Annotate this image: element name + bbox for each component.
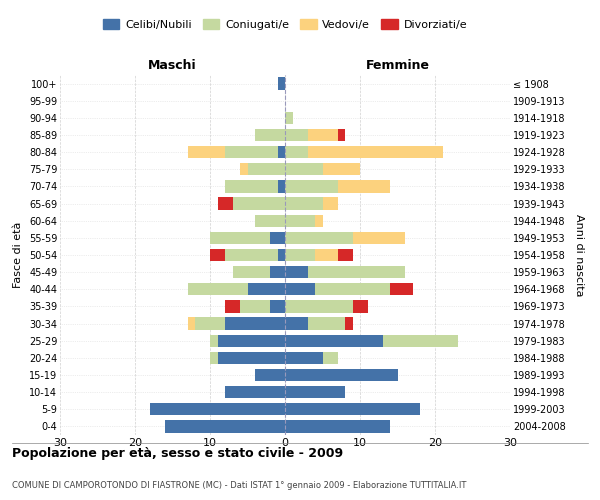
Bar (225, 300, 240, 312)
Y-axis label: Fasce di età: Fasce di età (13, 222, 23, 288)
Bar (353, 232, 405, 244)
Bar (285, 146, 308, 158)
Bar (285, 129, 308, 141)
Bar (187, 318, 195, 330)
Bar (270, 266, 285, 278)
Text: COMUNE DI CAMPOROTONDO DI FIASTRONE (MC) - Dati ISTAT 1° gennaio 2009 - Elaboraz: COMUNE DI CAMPOROTONDO DI FIASTRONE (MC)… (12, 480, 466, 490)
Bar (187, 146, 225, 158)
Bar (270, 300, 285, 312)
Bar (285, 163, 323, 175)
Bar (255, 369, 285, 381)
Bar (233, 198, 285, 209)
Bar (248, 163, 285, 175)
Bar (225, 180, 277, 192)
Bar (285, 403, 420, 415)
Y-axis label: Anni di nascita: Anni di nascita (574, 214, 584, 296)
Bar (323, 163, 360, 175)
Bar (353, 300, 367, 312)
Bar (285, 249, 315, 261)
Bar (277, 78, 285, 90)
Bar (195, 318, 225, 330)
Bar (285, 334, 383, 347)
Bar (285, 283, 315, 296)
Bar (210, 334, 218, 347)
Bar (255, 129, 285, 141)
Bar (308, 318, 345, 330)
Bar (210, 352, 218, 364)
Bar (277, 180, 285, 192)
Bar (210, 249, 225, 261)
Bar (285, 300, 353, 312)
Bar (285, 232, 353, 244)
Bar (218, 334, 285, 347)
Bar (277, 146, 285, 158)
Bar (337, 129, 345, 141)
Bar (315, 214, 323, 227)
Bar (248, 283, 285, 296)
Bar (225, 146, 277, 158)
Bar (150, 403, 285, 415)
Text: Femmine: Femmine (365, 58, 430, 71)
Bar (308, 266, 405, 278)
Bar (315, 283, 390, 296)
Bar (285, 369, 398, 381)
Bar (315, 249, 337, 261)
Bar (210, 232, 270, 244)
Bar (285, 214, 315, 227)
Bar (165, 420, 285, 432)
Bar (240, 300, 270, 312)
Bar (390, 283, 413, 296)
Bar (323, 198, 337, 209)
Bar (285, 266, 308, 278)
Legend: Celibi/Nubili, Coniugati/e, Vedovi/e, Divorziati/e: Celibi/Nubili, Coniugati/e, Vedovi/e, Di… (100, 16, 470, 33)
Bar (218, 352, 285, 364)
Bar (233, 266, 270, 278)
Bar (285, 420, 390, 432)
Bar (270, 232, 285, 244)
Bar (308, 129, 337, 141)
Bar (383, 334, 458, 347)
Text: Maschi: Maschi (148, 58, 197, 71)
Bar (240, 163, 248, 175)
Bar (285, 180, 337, 192)
Bar (285, 318, 308, 330)
Bar (255, 214, 285, 227)
Bar (218, 198, 233, 209)
Text: Popolazione per età, sesso e stato civile - 2009: Popolazione per età, sesso e stato civil… (12, 448, 343, 460)
Bar (337, 249, 353, 261)
Bar (225, 318, 285, 330)
Bar (285, 352, 323, 364)
Bar (285, 112, 293, 124)
Bar (323, 352, 337, 364)
Bar (225, 386, 285, 398)
Bar (337, 180, 390, 192)
Bar (345, 318, 353, 330)
Bar (225, 249, 277, 261)
Bar (187, 283, 248, 296)
Bar (277, 249, 285, 261)
Bar (285, 386, 345, 398)
Bar (308, 146, 443, 158)
Bar (285, 198, 323, 209)
